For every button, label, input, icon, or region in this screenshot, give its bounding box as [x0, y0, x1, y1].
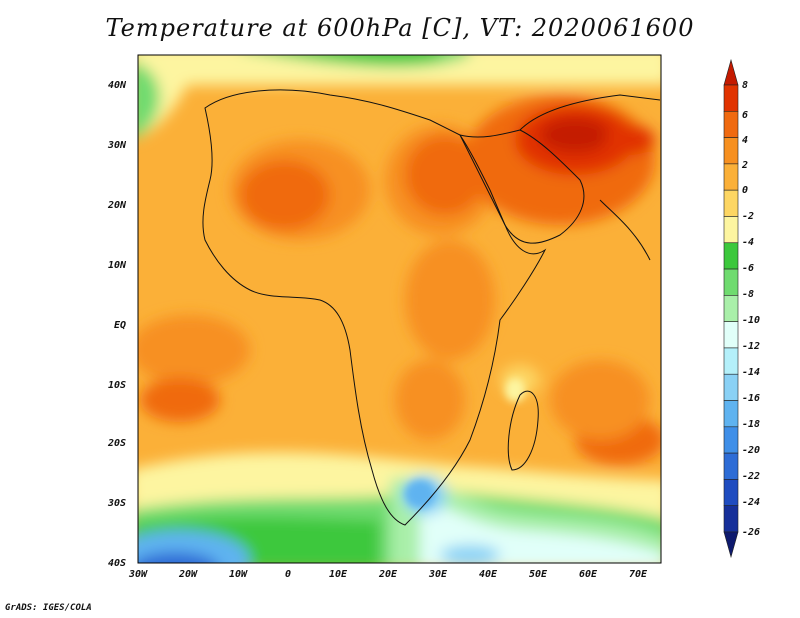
colorbar-segment [723, 58, 739, 86]
lat-label: 30N [107, 140, 127, 151]
lon-label: 40E [479, 569, 498, 580]
colorbar-segment [723, 373, 739, 401]
temperature-field [138, 55, 661, 563]
colorbar-segment [723, 242, 739, 270]
colorbar-label: -8 [742, 289, 754, 300]
colorbar-label: 2 [741, 160, 748, 171]
lat-label: 10N [108, 260, 127, 271]
lon-label: 10W [229, 569, 248, 580]
colorbar-segment [723, 479, 739, 507]
colorbar-label: 6 [742, 110, 748, 121]
colorbar-segment [723, 137, 739, 165]
longitude-labels: 30W 20W 10W 0 10E 20E 30E 40E 50E 60E 70… [128, 569, 648, 580]
colorbar [723, 58, 739, 559]
lon-label: 60E [579, 569, 598, 580]
colorbar-label: -12 [742, 341, 760, 352]
colorbar-label: 8 [742, 80, 748, 91]
colorbar-segment [723, 189, 739, 217]
map-frame [137, 54, 662, 564]
colorbar-label: -6 [742, 263, 754, 274]
colorbar-segment [723, 163, 739, 191]
lon-label: 50E [529, 569, 548, 580]
colorbar-label: -14 [742, 367, 760, 378]
colorbar-segment [723, 295, 739, 322]
colorbar-label: -22 [742, 471, 760, 482]
colorbar-label: -24 [742, 497, 760, 508]
lat-label: EQ [114, 320, 126, 331]
colorbar-labels: 8 6 4 2 0 -2 -4 -6 -8 -10 -12 -14 -16 -1… [741, 80, 760, 538]
lon-label: 20W [178, 569, 198, 580]
colorbar-segment [723, 84, 739, 112]
lat-label: 40S [108, 558, 126, 569]
colorbar-segment [723, 347, 739, 375]
lat-label: 20S [107, 438, 126, 449]
lon-label: 0 [285, 569, 291, 580]
colorbar-label: -2 [742, 211, 754, 222]
colorbar-segment [723, 216, 739, 244]
lon-label: 30E [428, 569, 448, 580]
colorbar-label: -26 [742, 527, 760, 538]
latitude-labels: 40N 30N 20N 10N EQ 10S 20S 30S 40S [107, 80, 127, 569]
lat-label: 40N [108, 80, 127, 91]
map-title: Temperature at 600hPa [C], VT: 202006160… [105, 14, 695, 42]
coastlines [202, 89, 661, 526]
lat-label: 10S [108, 380, 126, 391]
colorbar-segment [723, 452, 739, 480]
lon-label: 10E [329, 569, 348, 580]
colorbar-segment [723, 531, 739, 559]
lon-label: 70E [629, 569, 648, 580]
lat-label: 20N [107, 200, 127, 211]
lat-label: 30S [107, 498, 126, 509]
colorbar-segment [723, 110, 739, 138]
colorbar-label: -18 [742, 419, 760, 430]
colorbar-segment [723, 321, 739, 349]
colorbar-label: 0 [742, 185, 748, 196]
colorbar-label: -16 [742, 393, 760, 404]
colorbar-label: -4 [742, 237, 754, 248]
lon-label: 30W [128, 569, 148, 580]
grads-credit: GrADS: IGES/COLA [5, 603, 92, 613]
lon-label: 20E [378, 569, 398, 580]
colorbar-segment [723, 268, 739, 296]
colorbar-segment [723, 426, 739, 454]
colorbar-label: 4 [742, 135, 748, 146]
colorbar-label: -20 [742, 445, 760, 456]
colorbar-segment [723, 400, 739, 428]
colorbar-segment [723, 505, 739, 533]
colorbar-label: -10 [742, 315, 760, 326]
